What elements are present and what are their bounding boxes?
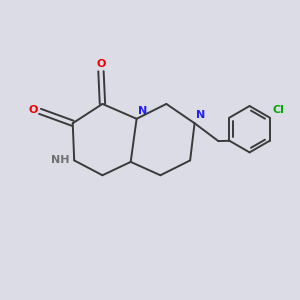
Text: NH: NH	[51, 155, 70, 165]
Text: N: N	[196, 110, 205, 120]
Text: N: N	[138, 106, 147, 116]
Text: O: O	[28, 105, 38, 115]
Text: Cl: Cl	[272, 105, 284, 115]
Text: O: O	[96, 59, 106, 69]
